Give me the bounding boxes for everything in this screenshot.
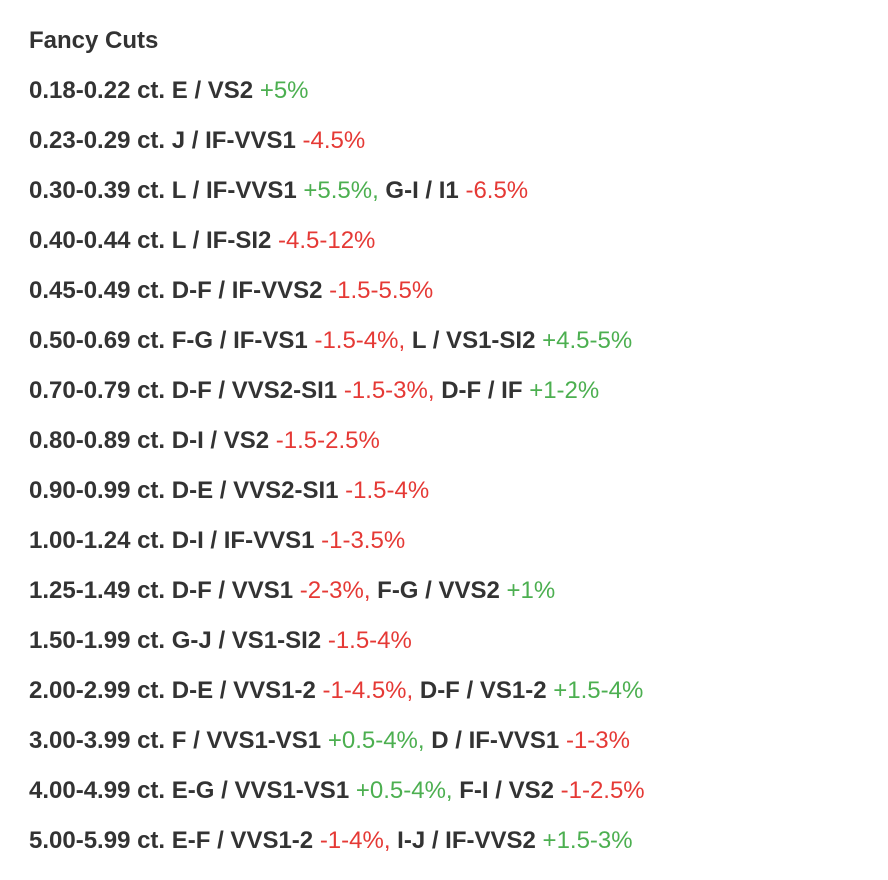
price-change-row: 4.00-4.99 ct. E-G / VVS1-VS1 +0.5-4%, F-… — [29, 774, 879, 808]
price-decrease: -1.5-4% — [327, 627, 412, 654]
price-increase: +1.5-3% — [542, 827, 633, 854]
carat-range: 0.18-0.22 ct. — [29, 77, 166, 104]
price-change-row: 0.45-0.49 ct. D-F / IF-VVS2 -1.5-5.5% — [29, 274, 879, 308]
color-clarity-grade: G-J / VS1-SI2 — [171, 627, 322, 654]
carat-range: 0.45-0.49 ct. — [29, 277, 166, 304]
price-increase: +1-2% — [529, 377, 600, 404]
price-change-list: 0.18-0.22 ct. E / VS2 +5% 0.23-0.29 ct. J… — [29, 74, 879, 858]
price-change-row: 0.80-0.89 ct. D-I / VS2 -1.5-2.5% — [29, 424, 879, 458]
color-clarity-grade: E / VS2 — [171, 77, 254, 104]
color-clarity-grade: E-F / VVS1-2 — [171, 827, 314, 854]
color-clarity-grade: G-I / I1 — [385, 177, 459, 204]
price-decrease: -1-3% — [565, 727, 630, 754]
price-change-row: 0.23-0.29 ct. J / IF-VVS1 -4.5% — [29, 124, 879, 158]
price-decrease: -1.5-2.5% — [275, 427, 380, 454]
price-increase: +5.5%, — [303, 177, 379, 204]
carat-range: 0.70-0.79 ct. — [29, 377, 166, 404]
price-change-row: 0.50-0.69 ct. F-G / IF-VS1 -1.5-4%, L / … — [29, 324, 879, 358]
price-change-row: 1.50-1.99 ct. G-J / VS1-SI2 -1.5-4% — [29, 624, 879, 658]
color-clarity-grade: D / IF-VVS1 — [431, 727, 560, 754]
price-decrease: -2-3%, — [299, 577, 371, 604]
carat-range: 0.90-0.99 ct. — [29, 477, 166, 504]
price-change-row: 0.70-0.79 ct. D-F / VVS2-SI1 -1.5-3%, D-… — [29, 374, 879, 408]
color-clarity-grade: D-F / IF-VVS2 — [171, 277, 323, 304]
price-increase: +1% — [506, 577, 556, 604]
price-decrease: -1-3.5% — [321, 527, 406, 554]
color-clarity-grade: E-G / VVS1-VS1 — [171, 777, 350, 804]
color-clarity-grade: D-F / VS1-2 — [419, 677, 547, 704]
price-change-row: 3.00-3.99 ct. F / VVS1-VS1 +0.5-4%, D / … — [29, 724, 879, 758]
price-change-row: 1.00-1.24 ct. D-I / IF-VVS1 -1-3.5% — [29, 524, 879, 558]
price-change-row: 0.30-0.39 ct. L / IF-VVS1 +5.5%, G-I / I… — [29, 174, 879, 208]
color-clarity-grade: L / IF-SI2 — [171, 227, 272, 254]
carat-range: 3.00-3.99 ct. — [29, 727, 166, 754]
carat-range: 0.40-0.44 ct. — [29, 227, 166, 254]
price-change-row: 0.90-0.99 ct. D-E / VVS2-SI1 -1.5-4% — [29, 474, 879, 508]
price-change-row: 0.40-0.44 ct. L / IF-SI2 -4.5-12% — [29, 224, 879, 258]
color-clarity-grade: D-I / VS2 — [171, 427, 270, 454]
color-clarity-grade: F-I / VS2 — [459, 777, 554, 804]
color-clarity-grade: L / VS1-SI2 — [411, 327, 536, 354]
color-clarity-grade: L / IF-VVS1 — [171, 177, 297, 204]
color-clarity-grade: D-E / VVS1-2 — [171, 677, 316, 704]
carat-range: 0.50-0.69 ct. — [29, 327, 166, 354]
price-change-row: 2.00-2.99 ct. D-E / VVS1-2 -1-4.5%, D-F … — [29, 674, 879, 708]
price-increase: +5% — [259, 77, 309, 104]
price-decrease: -1.5-3%, — [343, 377, 435, 404]
carat-range: 0.80-0.89 ct. — [29, 427, 166, 454]
price-increase: +4.5-5% — [542, 327, 633, 354]
carat-range: 1.25-1.49 ct. — [29, 577, 166, 604]
color-clarity-grade: D-F / VVS1 — [171, 577, 294, 604]
color-clarity-grade: I-J / IF-VVS2 — [397, 827, 536, 854]
price-change-row: 0.18-0.22 ct. E / VS2 +5% — [29, 74, 879, 108]
price-change-row: 5.00-5.99 ct. E-F / VVS1-2 -1-4%, I-J / … — [29, 824, 879, 858]
color-clarity-grade: D-F / VVS2-SI1 — [171, 377, 338, 404]
price-decrease: -1.5-4%, — [314, 327, 406, 354]
price-decrease: -1-2.5% — [560, 777, 645, 804]
price-decrease: -4.5-12% — [278, 227, 376, 254]
carat-range: 1.00-1.24 ct. — [29, 527, 166, 554]
price-change-row: 1.25-1.49 ct. D-F / VVS1 -2-3%, F-G / VV… — [29, 574, 879, 608]
price-decrease: -1-4%, — [319, 827, 391, 854]
carat-range: 4.00-4.99 ct. — [29, 777, 166, 804]
price-decrease: -1.5-5.5% — [329, 277, 434, 304]
price-changes-panel: Fancy Cuts 0.18-0.22 ct. E / VS2 +5% 0.23… — [29, 24, 879, 858]
section-title: Fancy Cuts — [29, 27, 159, 54]
color-clarity-grade: D-I / IF-VVS1 — [171, 527, 315, 554]
color-clarity-grade: D-F / IF — [441, 377, 523, 404]
color-clarity-grade: F-G / VVS2 — [377, 577, 500, 604]
carat-range: 1.50-1.99 ct. — [29, 627, 166, 654]
price-decrease: -1.5-4% — [345, 477, 430, 504]
price-increase: +0.5-4%, — [327, 727, 425, 754]
price-increase: +1.5-4% — [553, 677, 644, 704]
price-decrease: -6.5% — [465, 177, 529, 204]
carat-range: 0.30-0.39 ct. — [29, 177, 166, 204]
color-clarity-grade: D-E / VVS2-SI1 — [171, 477, 339, 504]
carat-range: 5.00-5.99 ct. — [29, 827, 166, 854]
price-decrease: -1-4.5%, — [322, 677, 414, 704]
color-clarity-grade: F-G / IF-VS1 — [171, 327, 308, 354]
color-clarity-grade: F / VVS1-VS1 — [171, 727, 322, 754]
carat-range: 2.00-2.99 ct. — [29, 677, 166, 704]
price-increase: +0.5-4%, — [355, 777, 453, 804]
color-clarity-grade: J / IF-VVS1 — [171, 127, 296, 154]
price-decrease: -4.5% — [302, 127, 366, 154]
carat-range: 0.23-0.29 ct. — [29, 127, 166, 154]
